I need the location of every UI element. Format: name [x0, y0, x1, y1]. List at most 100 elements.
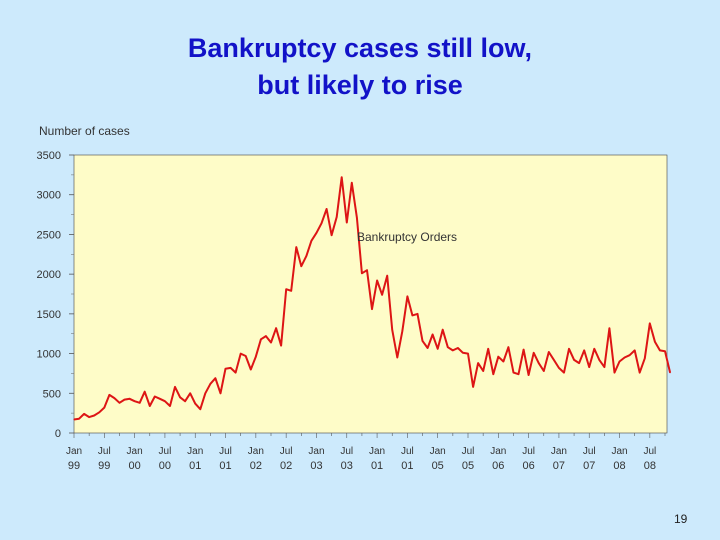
x-tick-label-month: Jan [490, 446, 506, 457]
data-point [416, 313, 419, 315]
data-point [442, 329, 444, 331]
data-point [209, 383, 211, 385]
y-tick-label: 0 [55, 428, 61, 440]
data-point [280, 345, 282, 347]
data-point [351, 182, 353, 184]
data-point [315, 232, 318, 234]
data-point [391, 329, 393, 331]
data-point [467, 352, 469, 355]
x-tick-label-year: 00 [159, 460, 171, 472]
x-tick-label-year: 01 [189, 460, 201, 472]
data-point [492, 373, 494, 375]
data-point [214, 377, 217, 379]
data-point [371, 308, 373, 310]
series-layer [73, 176, 672, 421]
data-point [295, 246, 297, 248]
x-tick-label-month: Jul [340, 446, 353, 457]
title-line-2: but likely to rise [257, 70, 463, 100]
data-point [543, 370, 545, 372]
data-point [432, 333, 434, 336]
data-point [108, 394, 110, 396]
data-point [593, 348, 595, 350]
x-tick-label-month: Jan [66, 446, 82, 457]
data-point [578, 362, 580, 364]
y-tick-label: 3000 [37, 190, 61, 202]
data-point [558, 367, 560, 369]
x-tick-label-month: Jul [401, 446, 414, 457]
data-point [154, 395, 156, 398]
x-tick-label-year: 05 [432, 460, 444, 472]
data-point [401, 330, 403, 332]
data-point [270, 341, 272, 344]
data-point [517, 373, 520, 375]
data-point [113, 397, 116, 399]
data-point [103, 406, 105, 409]
x-tick-label-month: Jul [280, 446, 293, 457]
data-point [174, 386, 176, 388]
data-point [396, 356, 398, 359]
x-tick-label-year: 02 [250, 460, 262, 472]
data-point [664, 350, 666, 352]
data-point [553, 359, 555, 361]
data-point [88, 416, 90, 418]
x-tick-label-year: 01 [219, 460, 231, 472]
data-point [346, 221, 348, 224]
data-point [331, 234, 333, 236]
data-point [613, 372, 616, 374]
data-point [139, 402, 141, 404]
data-point [128, 398, 131, 400]
data-point [452, 349, 454, 351]
data-point [123, 399, 126, 401]
data-point [623, 356, 626, 359]
data-point [447, 346, 449, 348]
x-tick-label-year: 01 [401, 460, 413, 472]
data-point [376, 279, 378, 282]
data-point [300, 265, 302, 267]
x-tick-label-year: 08 [613, 460, 625, 472]
x-tick-label-month: Jan [611, 446, 627, 457]
data-point [204, 392, 206, 394]
data-point [93, 414, 95, 417]
data-point [179, 396, 181, 398]
data-point [472, 386, 474, 388]
x-tick-label-year: 06 [492, 460, 504, 472]
series-label: Bankruptcy Orders [357, 230, 457, 244]
data-point [320, 222, 323, 224]
data-point [194, 403, 196, 405]
data-point [533, 352, 535, 354]
data-point [411, 314, 414, 317]
data-point [502, 360, 504, 363]
data-point [275, 327, 277, 329]
title-line-1: Bankruptcy cases still low, [187, 33, 533, 63]
data-point [229, 367, 232, 369]
data-point [159, 398, 161, 400]
data-point [618, 360, 621, 363]
data-point [336, 216, 338, 218]
data-point [649, 322, 651, 324]
x-tick-label-month: Jan [308, 446, 324, 457]
data-point [654, 341, 656, 343]
x-tick-label-month: Jan [187, 446, 203, 457]
x-axis: Jan 99 Jul 99 Jan 00 Jul 00 Jan 01 Jul 01 Jan 02 Jul 02… [66, 433, 666, 472]
data-point [149, 405, 151, 407]
data-point [366, 269, 368, 271]
x-tick-label-month: Jan [248, 446, 264, 457]
data-point [199, 408, 201, 410]
data-point [603, 366, 605, 368]
y-tick-label: 1000 [37, 349, 61, 361]
data-point [73, 418, 75, 421]
data-point [563, 372, 565, 374]
data-point [421, 340, 424, 342]
data-point [669, 372, 671, 374]
y-tick-label: 2500 [37, 229, 61, 241]
data-point [189, 392, 191, 394]
data-point [437, 348, 439, 350]
data-point [305, 255, 307, 257]
data-point [164, 400, 166, 402]
data-point [497, 356, 499, 358]
data-point [245, 355, 247, 357]
data-point [169, 405, 171, 407]
data-point [235, 372, 237, 374]
data-point [568, 348, 570, 350]
x-tick-label-year: 99 [98, 460, 110, 472]
